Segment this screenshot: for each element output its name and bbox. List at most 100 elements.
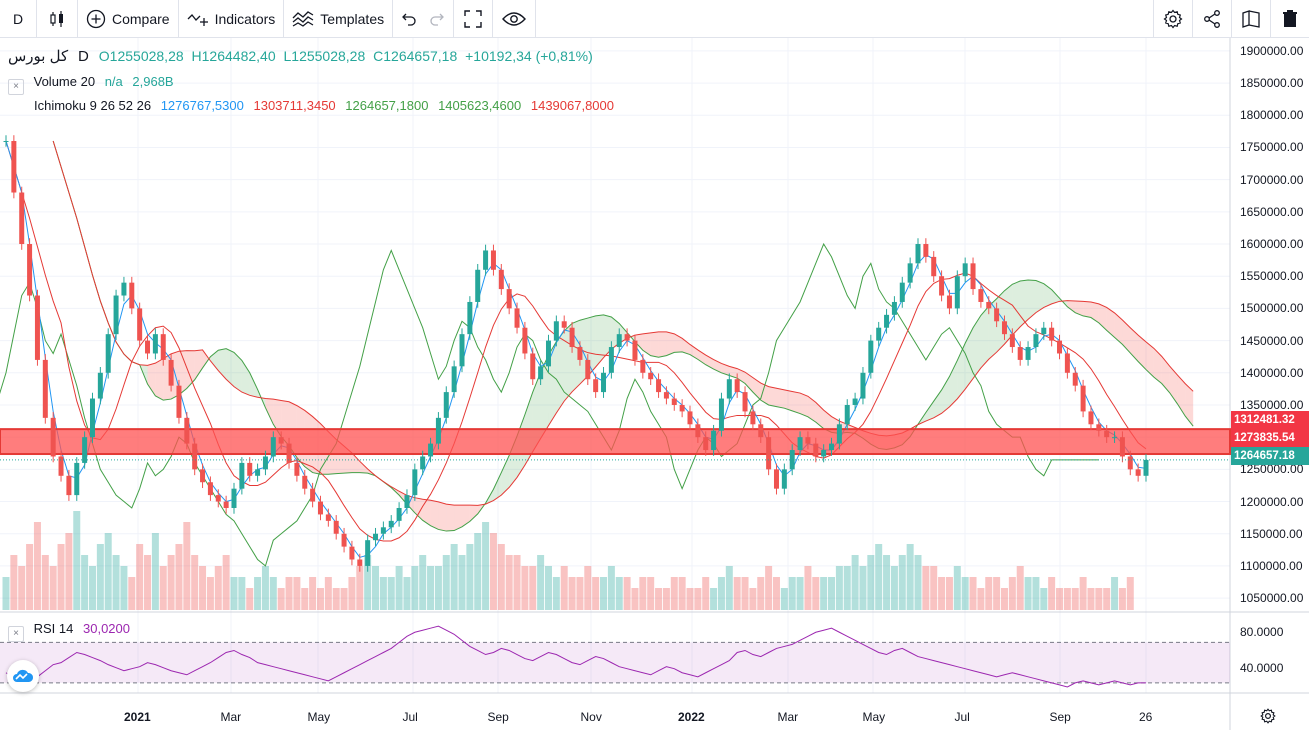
volume-bar [419, 555, 427, 610]
collapse-icon[interactable]: × [8, 626, 24, 642]
candle-body [1135, 469, 1141, 476]
ichimoku-cloud-segment [186, 350, 195, 389]
axis-settings-button[interactable] [1260, 708, 1276, 724]
volume-value: 2,968B [132, 74, 174, 89]
candle-body [593, 379, 599, 393]
candle-body [726, 379, 732, 399]
candle-body [1080, 385, 1086, 412]
support-resistance-zone [0, 428, 1231, 456]
ichimoku-cloud-segment [155, 358, 164, 401]
last-price-badge: 1264657.18 [1231, 447, 1309, 465]
volume-bar [246, 588, 254, 610]
volume-bar [710, 588, 718, 610]
collapse-icon[interactable]: × [8, 79, 24, 95]
volume-bar [820, 577, 828, 610]
symbol-button[interactable]: D [0, 0, 36, 38]
volume-bar [513, 555, 521, 610]
volume-bar [1008, 577, 1016, 610]
share-button[interactable] [1192, 0, 1231, 38]
candle-body [1009, 334, 1015, 348]
ideas-button[interactable] [1231, 0, 1270, 38]
volume-bar [647, 577, 655, 610]
compare-button[interactable]: Compare [78, 0, 178, 38]
volume-bar [151, 533, 159, 610]
ichimoku-cloud-segment [1138, 335, 1146, 370]
toolbar-divider [535, 0, 537, 38]
volume-bar [167, 555, 175, 610]
ichimoku-cloud-segment [603, 314, 612, 358]
price-tick-label: 1700000.00 [1240, 172, 1304, 187]
volume-bar [890, 566, 898, 610]
ichimoku-cloud-segment [1083, 301, 1091, 318]
ichimoku-cloud-segment [941, 376, 950, 414]
volume-legend[interactable]: × Volume 20 n/a 2,968B [8, 74, 180, 95]
templates-button[interactable]: Templates [284, 0, 392, 38]
volume-bar [883, 555, 891, 610]
candle-body [695, 424, 701, 438]
symbol-name[interactable]: کل بورس [8, 48, 69, 65]
volume-bar [254, 577, 262, 610]
ichimoku-cloud-segment [965, 327, 974, 390]
ichimoku-legend[interactable]: Ichimoku 9 26 52 26 1276767,5300 1303711… [34, 98, 620, 113]
candle-body [97, 372, 103, 399]
candle-body [711, 430, 717, 451]
volume-bar [623, 577, 631, 610]
volume-bar [765, 566, 773, 610]
volume-bar [867, 555, 875, 610]
price-tick-label: 1600000.00 [1240, 237, 1304, 252]
tradingview-logo[interactable] [7, 660, 39, 692]
fullscreen-button[interactable] [454, 0, 492, 38]
volume-bar [403, 577, 411, 610]
candle-body [396, 507, 402, 521]
candle-body [1104, 430, 1110, 438]
zone-bottom-badge: 1273835.54 [1231, 429, 1309, 447]
chart-type-button[interactable] [37, 0, 77, 38]
candle-body [294, 462, 300, 476]
time-tick-label: Jul [402, 710, 418, 724]
ichimoku-base-line [5, 140, 1147, 542]
redo-button[interactable] [423, 0, 453, 38]
volume-bar [694, 588, 702, 610]
candle-body [742, 392, 748, 412]
indicators-button[interactable]: Indicators [179, 0, 284, 38]
volume-bar [843, 566, 851, 610]
volume-bar [364, 555, 372, 610]
ichimoku-cloud-segment [815, 402, 824, 429]
volume-bar [560, 566, 568, 610]
ichimoku-cloud-segment [823, 410, 832, 433]
settings-button[interactable] [1153, 0, 1192, 38]
undo-button[interactable] [393, 0, 423, 38]
candle-body [11, 141, 17, 193]
volume-bar [922, 566, 930, 610]
candle-body [443, 392, 449, 418]
ichimoku-cloud-segment [933, 389, 942, 418]
rsi-legend[interactable]: × RSI 14 30,0200 [8, 621, 136, 642]
volume-bar [175, 544, 183, 610]
candle-body [278, 437, 284, 444]
candle-body [514, 308, 520, 328]
volume-bar [199, 566, 207, 610]
volume-bar [631, 588, 639, 610]
candle-body [805, 437, 811, 444]
ichimoku-lead-a-line [52, 140, 1194, 532]
candle-body [640, 359, 646, 373]
hide-drawings-button[interactable] [493, 0, 535, 38]
redo-icon [430, 12, 446, 26]
ichimoku-cloud-segment [1169, 366, 1178, 404]
volume-bar [191, 555, 199, 610]
ichimoku-cloud-segment [462, 505, 470, 527]
ichimoku-conversion: 1276767,5300 [160, 98, 244, 113]
candle-body [569, 327, 575, 348]
interval-label: D [78, 48, 89, 65]
time-tick-label: Sep [1049, 710, 1071, 724]
volume-bar [717, 577, 725, 610]
time-tick-label: Sep [487, 710, 509, 724]
volume-bar [639, 577, 647, 610]
price-chart[interactable] [0, 38, 1309, 730]
volume-bar [930, 566, 938, 610]
volume-bar [1103, 588, 1111, 610]
candle-body [962, 263, 968, 277]
delete-button[interactable] [1270, 0, 1309, 38]
volume-bar [372, 566, 380, 610]
ichimoku-cloud-segment [1075, 301, 1084, 316]
